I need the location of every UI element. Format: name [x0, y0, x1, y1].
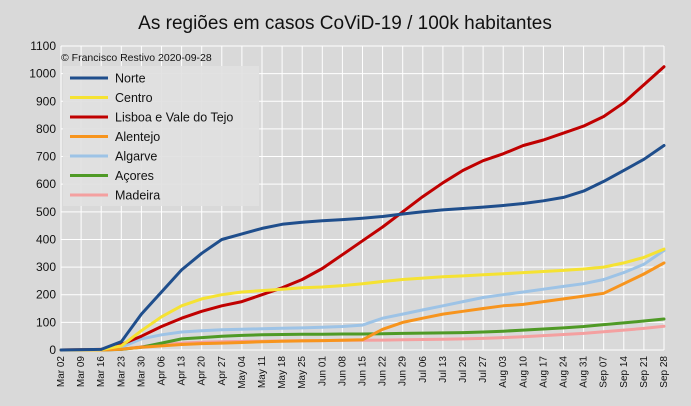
x-tick-label: Jun 01: [317, 356, 328, 386]
legend-label: Açores: [115, 169, 154, 183]
chart-title: As regiões em casos CoViD-19 / 100k habi…: [138, 13, 552, 34]
x-tick-label: May 18: [277, 356, 288, 389]
legend-label: Alentejo: [115, 130, 160, 144]
x-tick-label: Jul 20: [458, 356, 469, 383]
y-tick-label: 1100: [30, 39, 56, 53]
y-tick-label: 0: [49, 343, 56, 357]
y-tick-label: 500: [36, 205, 56, 219]
x-tick-label: Mar 09: [76, 356, 87, 388]
y-tick-label: 200: [36, 288, 56, 302]
x-tick-label: Aug 17: [538, 356, 549, 388]
y-tick-label: 100: [36, 315, 56, 329]
x-tick-label: Mar 30: [136, 356, 147, 388]
x-tick-label: Jun 22: [378, 356, 389, 386]
x-tick-label: Mar 02: [56, 356, 67, 388]
series-line-alentejo: [59, 261, 666, 352]
x-tick-label: Apr 27: [217, 356, 228, 386]
x-axis-ticks: Mar 02 Mar 09 Mar 16 Mar 23 Mar 30 Apr 06 Apr …: [56, 356, 670, 389]
y-tick-label: 900: [36, 94, 56, 108]
series-line-algarve: [59, 249, 666, 352]
y-tick-label: 400: [36, 232, 56, 246]
x-tick-label: Jul 27: [478, 356, 489, 383]
legend-label: Centro: [115, 91, 153, 105]
legend-label: Madeira: [115, 189, 160, 203]
x-tick-label: Aug 24: [559, 356, 570, 388]
x-tick-label: Apr 20: [197, 356, 208, 386]
legend-label: Norte: [115, 72, 146, 86]
x-tick-label: Jun 15: [358, 356, 369, 386]
x-tick-label: Sep 28: [659, 356, 670, 388]
series-line-norte: [59, 144, 666, 352]
x-tick-label: Apr 13: [177, 356, 188, 386]
x-tick-label: May 04: [237, 356, 248, 389]
series-lines: [59, 65, 666, 352]
y-tick-label: 300: [36, 260, 56, 274]
x-tick-label: May 11: [257, 356, 268, 388]
y-tick-label: 600: [36, 177, 56, 191]
legend-label: Lisboa e Vale do Tejo: [115, 111, 233, 125]
x-tick-label: Jul 06: [418, 356, 429, 383]
x-tick-label: Sep 21: [639, 356, 650, 388]
x-tick-label: Aug 10: [518, 356, 529, 388]
y-tick-label: 800: [36, 122, 56, 136]
y-tick-label: 700: [36, 150, 56, 164]
x-tick-label: Sep 14: [619, 356, 630, 388]
x-tick-label: Mar 23: [116, 356, 127, 388]
x-tick-label: Apr 06: [157, 356, 168, 386]
series-line-lisboa-e-vale-do-tejo: [59, 65, 666, 352]
x-tick-label: Aug 03: [498, 356, 509, 388]
x-tick-label: Aug 31: [579, 356, 590, 388]
x-tick-label: Jul 13: [438, 356, 449, 383]
x-tick-label: Sep 07: [599, 356, 610, 388]
y-tick-label: 1000: [29, 67, 56, 81]
legend-label: Algarve: [115, 150, 157, 164]
series-line-centro: [59, 247, 666, 352]
x-tick-label: Jun 29: [398, 356, 409, 386]
y-axis-ticks: 0 100 200 300 400 500 600 700 800 900 1000 1100: [29, 39, 56, 357]
x-tick-label: May 25: [297, 356, 308, 389]
x-tick-label: Jun 08: [337, 356, 348, 386]
legend: Norte Centro Lisboa e Vale do Tejo Alentejo…: [70, 72, 233, 203]
x-tick-label: Mar 16: [96, 356, 107, 388]
copyright-annotation: © Francisco Restivo 2020-09-28: [61, 52, 212, 64]
